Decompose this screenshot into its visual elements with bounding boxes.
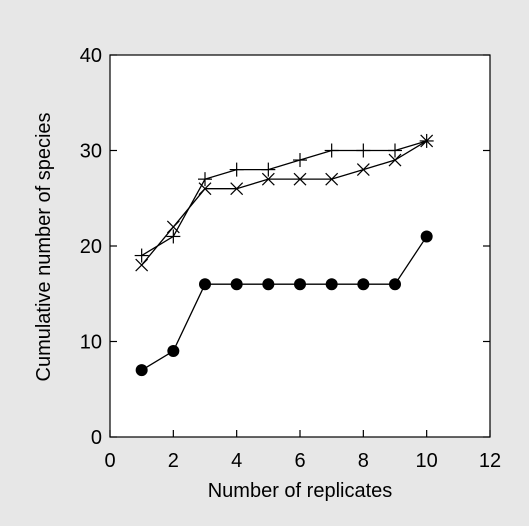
data-point-circle bbox=[199, 278, 211, 291]
data-point-plus bbox=[229, 162, 244, 177]
data-point-circle bbox=[420, 230, 433, 243]
series-cross bbox=[135, 134, 434, 272]
data-point-cross bbox=[356, 163, 370, 177]
data-point-circle bbox=[230, 278, 243, 291]
plot-area bbox=[109, 54, 491, 438]
data-point-circle bbox=[325, 278, 338, 291]
series-filled-circle bbox=[135, 230, 433, 377]
data-point-plus bbox=[293, 153, 307, 168]
data-point-plus bbox=[324, 143, 339, 158]
x-tick-label: 4 bbox=[231, 450, 242, 472]
series-line bbox=[141, 236, 428, 371]
x-tick-label: 12 bbox=[479, 450, 501, 472]
data-point-cross bbox=[230, 182, 244, 196]
y-tick-label: 20 bbox=[80, 236, 102, 258]
data-point-cross bbox=[293, 172, 307, 186]
data-point-cross bbox=[166, 220, 180, 234]
y-tick-label: 30 bbox=[80, 141, 102, 163]
x-tick-label: 8 bbox=[358, 450, 369, 472]
y-tick-label: 40 bbox=[80, 45, 102, 67]
data-point-cross bbox=[135, 258, 149, 272]
data-point-plus bbox=[388, 143, 402, 158]
x-tick-label: 6 bbox=[294, 450, 305, 472]
x-tick-label: 0 bbox=[104, 450, 115, 472]
y-axis: 0 10 20 30 40 bbox=[80, 45, 490, 449]
data-point-circle bbox=[389, 278, 401, 291]
data-point-cross bbox=[198, 182, 212, 196]
data-point-cross bbox=[325, 172, 339, 186]
data-point-circle bbox=[357, 278, 370, 291]
x-axis-label: Number of replicates bbox=[208, 480, 393, 502]
data-point-circle bbox=[135, 364, 148, 377]
x-tick-label: 10 bbox=[416, 450, 438, 472]
data-point-circle bbox=[294, 278, 306, 291]
data-point-plus bbox=[166, 229, 181, 244]
data-point-plus bbox=[134, 248, 149, 263]
y-tick-label: 10 bbox=[80, 332, 102, 354]
y-axis-label: Cumulative number of species bbox=[33, 112, 55, 381]
y-tick-label: 0 bbox=[91, 427, 102, 449]
series-line bbox=[141, 140, 428, 266]
data-point-circle bbox=[167, 345, 180, 358]
series-layer bbox=[134, 133, 434, 377]
data-point-cross bbox=[261, 172, 275, 186]
data-point-cross bbox=[388, 153, 402, 167]
x-axis: 0 2 4 6 8 10 12 bbox=[104, 430, 501, 472]
data-point-cross bbox=[420, 134, 434, 148]
x-tick-label: 2 bbox=[168, 450, 179, 472]
data-point-plus bbox=[356, 143, 371, 158]
data-point-circle bbox=[262, 278, 275, 291]
data-point-plus bbox=[261, 162, 276, 177]
data-point-plus bbox=[198, 172, 212, 187]
